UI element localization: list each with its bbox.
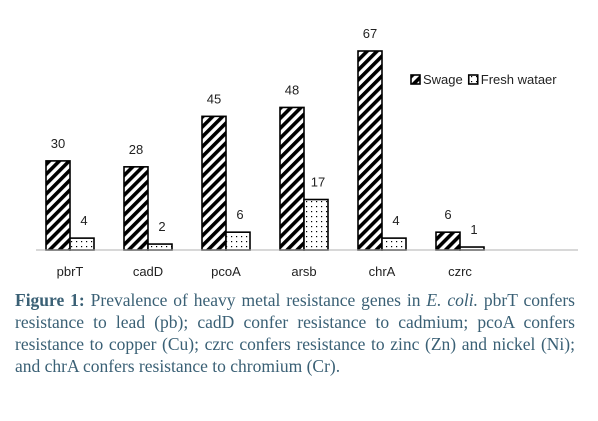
legend-swatch-swage (410, 74, 421, 85)
caption-text-part-2: pbrT confers resistance to lead (pb); ca… (15, 290, 575, 376)
x-tick-labels-group: pbrT cadD pcoA arsb chrA czrc (57, 264, 473, 279)
legend-swatch-fresh-wataer (467, 74, 479, 85)
value-label-arsb-swage: 48 (285, 82, 299, 97)
legend: Swage Fresh wataer (410, 72, 558, 87)
tick-label-cadd: cadD (133, 264, 163, 279)
tick-label-pcoa: pcoA (211, 264, 241, 279)
legend-label-swage: Swage (423, 72, 463, 87)
bar-chra-fresh-wataer (381, 237, 407, 251)
value-label-pbrt-swage: 30 (51, 136, 65, 151)
value-label-pcoa-fresh-wataer: 6 (236, 207, 243, 222)
bars-group (45, 50, 485, 251)
tick-label-pbrt: pbrT (57, 264, 84, 279)
value-label-czrc-fresh-wataer: 1 (470, 222, 477, 237)
bar-pcoa-fresh-wataer (225, 231, 251, 251)
value-label-chra-fresh-wataer: 4 (392, 213, 399, 228)
caption-species: E. coli. (426, 290, 478, 310)
bar-cadd-fresh-wataer (147, 243, 173, 251)
legend-label-fresh-wataer: Fresh wataer (481, 72, 558, 87)
tick-label-arsb: arsb (291, 264, 316, 279)
bar-pbrt-fresh-wataer (69, 237, 95, 251)
tick-label-czrc: czrc (448, 264, 472, 279)
value-label-cadd-swage: 28 (129, 142, 143, 157)
value-labels-group: 30 4 28 2 45 6 48 17 67 4 6 1 (51, 26, 478, 237)
bar-chra-swage (357, 50, 383, 251)
caption-text-part-1: Prevalence of heavy metal resistance gen… (84, 290, 427, 310)
value-label-cadd-fresh-wataer: 2 (158, 219, 165, 234)
bar-cadd-swage (123, 166, 149, 251)
value-label-pbrt-fresh-wataer: 4 (80, 213, 87, 228)
tick-label-chra: chrA (369, 264, 396, 279)
caption-lead: Figure 1: (15, 290, 85, 310)
bar-pbrt-swage (45, 160, 71, 251)
value-label-czrc-swage: 6 (444, 207, 451, 222)
bar-pcoa-swage (201, 115, 227, 251)
bar-arsb-swage (279, 106, 305, 251)
bar-czrc-swage (435, 231, 461, 251)
bar-chart: 30 4 28 2 45 6 48 17 67 4 6 1 pbrT cadD pcoA arsb chrA c… (36, 26, 578, 279)
bar-arsb-fresh-wataer (303, 198, 329, 251)
value-label-chra-swage: 67 (363, 26, 377, 41)
value-label-pcoa-swage: 45 (207, 91, 221, 106)
figure-caption: Figure 1: Prevalence of heavy metal resi… (15, 289, 575, 377)
value-label-arsb-fresh-wataer: 17 (311, 175, 325, 190)
